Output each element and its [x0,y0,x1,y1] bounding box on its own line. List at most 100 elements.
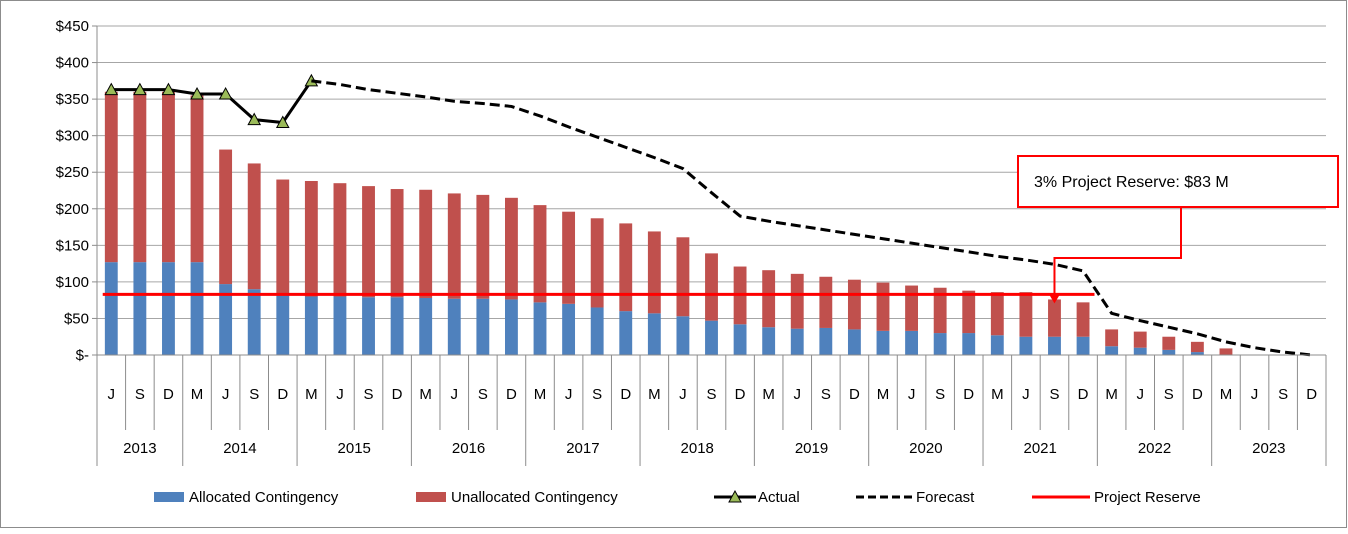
bar-allocated [1162,349,1176,355]
actual-marker [133,82,147,96]
annotation-box [1017,155,1339,208]
month-label: D [735,386,746,403]
annotation-arrowhead [1048,293,1061,304]
bar-unallocated [304,180,318,297]
bar-unallocated [133,91,147,263]
month-label: D [620,386,631,403]
bar-unallocated [905,285,919,331]
month-label: M [1105,386,1118,403]
month-label: D [963,386,974,403]
month-label: M [305,386,318,403]
year-label: 2019 [795,440,828,457]
month-label: M [1220,386,1233,403]
actual-marker [218,86,233,100]
bar-allocated [1019,336,1033,355]
y-tick-label: $200 [56,201,89,218]
y-tick-label: $50 [64,310,89,327]
y-tick-label: $450 [56,18,89,35]
bar-unallocated [762,270,776,328]
bar-unallocated [819,276,833,328]
year-label: 2020 [909,440,942,457]
month-label: S [1278,386,1288,403]
year-label: 2023 [1252,440,1285,457]
actual-marker [275,115,290,129]
annotation-text: 3% Project Reserve: $83 M [1034,174,1229,191]
bar-unallocated [419,189,433,298]
bar-unallocated [333,183,347,297]
bar-unallocated [447,193,461,299]
month-label: S [1164,386,1174,403]
legend-label: Forecast [916,489,975,506]
bar-unallocated [933,287,947,334]
year-label: 2022 [1138,440,1171,457]
legend-swatch [154,492,184,502]
month-label: M [991,386,1004,403]
y-tick-label: $300 [56,128,89,145]
legend: Allocated Contingency Unallocated Conting… [154,489,1201,506]
year-label: 2017 [566,440,599,457]
month-label: M [762,386,775,403]
month-label: D [1192,386,1203,403]
legend-label: Unallocated Contingency [451,489,618,506]
bar-allocated [447,298,461,355]
bar-unallocated [276,179,290,296]
legend-label: Actual [758,489,800,506]
month-label: S [364,386,374,403]
bar-allocated [762,327,776,355]
annotation-leader [1053,207,1182,298]
bar-unallocated [790,273,804,329]
legend-marker [728,489,742,503]
bar-unallocated [590,218,604,308]
actual-marker [190,86,204,100]
bar-allocated [247,289,261,355]
bar-unallocated [1076,302,1090,337]
bar-allocated [390,297,404,355]
year-label: 2018 [681,440,714,457]
month-label: D [506,386,517,403]
bar-allocated [133,262,147,355]
bar-series [104,91,1233,355]
bar-unallocated [619,223,633,312]
month-label: S [706,386,716,403]
bar-allocated [962,333,976,355]
month-label: J [908,386,916,403]
y-tick-label: $150 [56,237,89,254]
bar-unallocated [990,292,1004,336]
y-tick-label: $400 [56,55,89,72]
bar-allocated [333,296,347,355]
bar-allocated [790,328,804,355]
month-label: J [565,386,573,403]
bar-unallocated [104,91,118,263]
month-label: M [534,386,547,403]
month-label: J [108,386,116,403]
month-label: D [1078,386,1089,403]
bar-allocated [190,262,204,355]
y-tick-label: $- [76,347,89,364]
bar-allocated [219,284,233,355]
year-label: 2013 [123,440,156,457]
month-label: D [392,386,403,403]
bar-allocated [705,320,718,355]
bar-allocated [990,335,1004,355]
bar-allocated [1190,352,1204,355]
bar-unallocated [219,149,233,285]
reserve-annotation: 3% Project Reserve: $83 M [1017,155,1339,304]
bar-allocated [304,296,318,355]
month-label: S [1049,386,1059,403]
month-label: S [135,386,145,403]
month-label: J [451,386,459,403]
bar-unallocated [1190,341,1204,353]
forecast-line [311,79,1312,357]
bar-allocated [504,299,518,355]
y-tick-label: $350 [56,91,89,108]
bar-allocated [590,307,604,355]
bar-allocated [905,330,919,355]
month-label: D [163,386,174,403]
month-label: J [679,386,687,403]
bar-allocated [362,297,375,355]
bar-unallocated [1162,336,1176,350]
bar-allocated [1133,347,1147,355]
